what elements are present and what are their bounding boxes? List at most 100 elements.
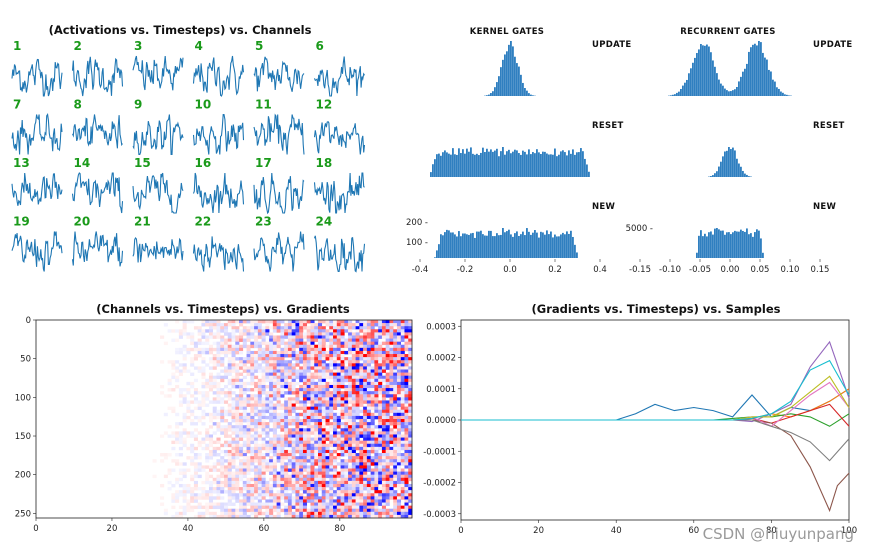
heatmap-cell bbox=[393, 341, 398, 346]
heatmap-cell bbox=[257, 462, 262, 466]
heatmap-cell bbox=[325, 437, 330, 441]
histogram-bar bbox=[738, 81, 740, 96]
heatmap-cell bbox=[351, 493, 356, 497]
heatmap-cell bbox=[310, 499, 315, 503]
heatmap-cell bbox=[310, 394, 315, 398]
heatmap-cell bbox=[239, 381, 244, 386]
heatmap-cell bbox=[385, 338, 390, 342]
heatmap-cell bbox=[370, 462, 375, 466]
activation-line bbox=[313, 172, 365, 214]
heatmap-cell bbox=[250, 422, 255, 426]
heatmap-cell bbox=[359, 409, 364, 414]
heatmap-cell bbox=[340, 378, 345, 383]
heatmap-cell bbox=[363, 323, 368, 327]
heatmap-cell bbox=[235, 453, 240, 457]
heatmap-cell bbox=[201, 397, 206, 401]
heatmap-cell bbox=[348, 443, 353, 448]
heatmap-cell bbox=[329, 483, 334, 488]
heatmap-cell bbox=[175, 437, 180, 441]
row-title-new-kernel: NEW bbox=[592, 202, 616, 212]
heatmap-cell bbox=[235, 493, 240, 497]
heatmap-cell bbox=[242, 465, 247, 469]
heatmap-cell bbox=[280, 480, 285, 485]
heatmap-cell bbox=[378, 391, 383, 395]
heatmap-cell bbox=[224, 409, 229, 414]
heatmap-cell bbox=[220, 468, 225, 472]
heatmap-cell bbox=[205, 397, 210, 401]
heatmap-cell bbox=[348, 323, 353, 327]
heatmap-cell bbox=[284, 514, 289, 519]
heatmap-cell bbox=[344, 394, 349, 398]
heatmap-cell bbox=[370, 372, 375, 376]
heatmap-cell bbox=[280, 350, 285, 355]
heatmap-cell bbox=[250, 505, 255, 510]
heatmap-cell bbox=[314, 428, 319, 432]
heatmap-cell bbox=[408, 372, 413, 376]
heatmap-cell bbox=[351, 354, 356, 358]
histogram-bar bbox=[716, 171, 718, 177]
heatmap-cell bbox=[378, 350, 383, 355]
heatmap-cell bbox=[291, 422, 296, 426]
heatmap-cell bbox=[321, 375, 326, 380]
heatmap-cell bbox=[344, 412, 349, 417]
heatmap-cell bbox=[178, 422, 183, 426]
heatmap-cell bbox=[318, 329, 323, 333]
heatmap-cell bbox=[171, 459, 176, 463]
histogram-bar bbox=[510, 41, 512, 96]
heatmap-cell bbox=[385, 391, 390, 395]
heatmap-cell bbox=[302, 456, 308, 460]
heatmap-cell bbox=[408, 428, 413, 432]
heatmap-cell bbox=[208, 434, 214, 438]
heatmap-cell bbox=[231, 354, 236, 358]
heatmap-cell bbox=[325, 323, 330, 327]
histogram-bar bbox=[516, 63, 518, 96]
histogram-bar bbox=[486, 148, 488, 177]
heatmap-cell bbox=[227, 412, 232, 417]
heatmap-cell bbox=[351, 344, 356, 349]
heatmap-cell bbox=[359, 329, 364, 333]
heatmap-cell bbox=[400, 480, 405, 485]
heatmap-cell bbox=[287, 344, 292, 349]
channel-label: 3 bbox=[134, 39, 142, 53]
heatmap-cell bbox=[396, 471, 402, 475]
heatmap-cell bbox=[393, 357, 398, 361]
heatmap-cell bbox=[408, 465, 413, 469]
histogram-bar bbox=[704, 233, 706, 258]
heatmap-cell bbox=[220, 462, 225, 466]
histogram-bar bbox=[498, 76, 500, 96]
heatmap-cell bbox=[246, 354, 251, 358]
heatmap-cell bbox=[284, 434, 289, 438]
heatmap-cell bbox=[355, 323, 360, 327]
heatmap-cell bbox=[265, 487, 270, 491]
histogram-bar bbox=[756, 229, 758, 258]
heatmap-cell bbox=[318, 381, 323, 386]
heatmap-cell bbox=[224, 434, 229, 438]
heatmap-cell bbox=[246, 329, 251, 333]
heatmap-cell bbox=[186, 409, 191, 414]
histogram-bar bbox=[506, 231, 508, 258]
heatmap-cell bbox=[193, 422, 198, 426]
heatmap-cell bbox=[329, 422, 334, 426]
heatmap-cell bbox=[280, 474, 285, 479]
heatmap-cell bbox=[396, 415, 402, 420]
heatmap-cell bbox=[378, 508, 383, 513]
heatmap-cell bbox=[212, 332, 217, 336]
heatmap-cell bbox=[336, 347, 341, 352]
heatmap-cell bbox=[385, 372, 390, 376]
heatmap-cell bbox=[239, 394, 244, 398]
heatmap-cell bbox=[235, 483, 240, 488]
heatmap-cell bbox=[325, 419, 330, 423]
heatmap-cell bbox=[208, 496, 214, 500]
heatmap-cell bbox=[385, 514, 390, 519]
heatmap-cell bbox=[235, 412, 240, 417]
heatmap-cell bbox=[272, 446, 277, 451]
heatmap-cell bbox=[186, 400, 191, 404]
heatmap-cell bbox=[182, 493, 187, 497]
heatmap-cell bbox=[385, 388, 390, 392]
heatmap-cell bbox=[261, 406, 266, 411]
heatmap-cell bbox=[193, 446, 198, 451]
heatmap-cell bbox=[318, 459, 323, 463]
heatmap-cell bbox=[250, 363, 255, 367]
heatmap-cell bbox=[404, 431, 409, 435]
heatmap-cell bbox=[269, 378, 274, 383]
